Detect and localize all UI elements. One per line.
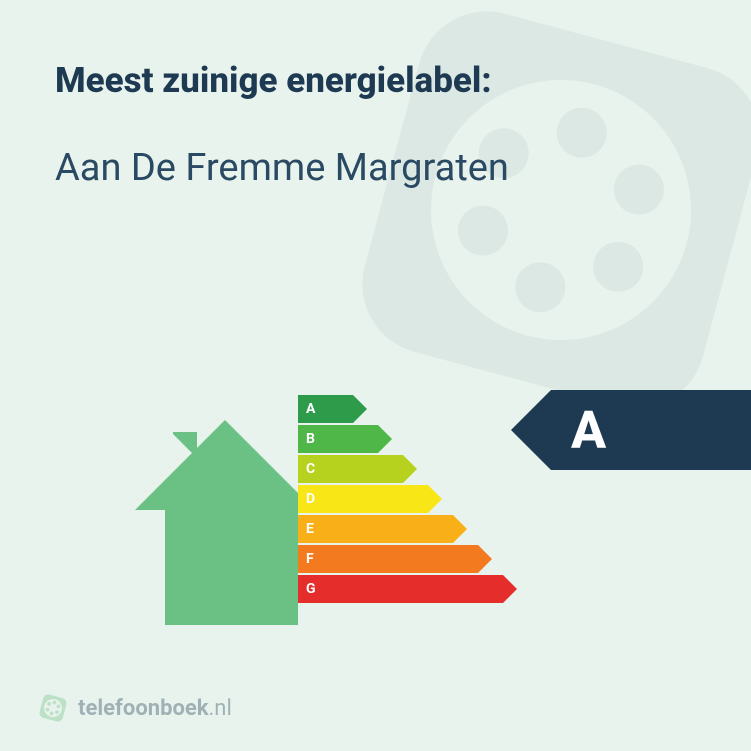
bar-label: A	[306, 395, 315, 423]
house-icon	[135, 410, 300, 625]
bar-tip	[378, 425, 392, 453]
bar-tip	[478, 545, 492, 573]
bar-tip	[453, 515, 467, 543]
footer-brand: telefoonboek.nl	[38, 693, 232, 723]
rating-tag: A	[511, 390, 751, 470]
bar-tip	[403, 455, 417, 483]
bar-body	[298, 545, 478, 573]
bar-label: C	[306, 455, 315, 483]
bar-tip	[353, 395, 367, 423]
page-title: Meest zuinige energielabel:	[55, 60, 696, 101]
brand-bold: telefoonboek	[78, 696, 209, 721]
bar-label: B	[306, 425, 315, 453]
bar-body	[298, 485, 428, 513]
bar-label: E	[306, 515, 314, 543]
rating-letter: A	[551, 390, 751, 470]
rating-arrow	[511, 390, 551, 470]
bar-body	[298, 515, 453, 543]
bar-tip	[503, 575, 517, 603]
brand-text: telefoonboek.nl	[78, 696, 232, 721]
bar-tip	[428, 485, 442, 513]
bar-label: D	[306, 485, 315, 513]
page-subtitle: Aan De Fremme Margraten	[55, 146, 696, 190]
bar-label: G	[306, 575, 316, 603]
bar-body	[298, 575, 503, 603]
brand-light: .nl	[209, 696, 232, 721]
brand-icon	[38, 693, 68, 723]
bar-label: F	[306, 545, 314, 573]
